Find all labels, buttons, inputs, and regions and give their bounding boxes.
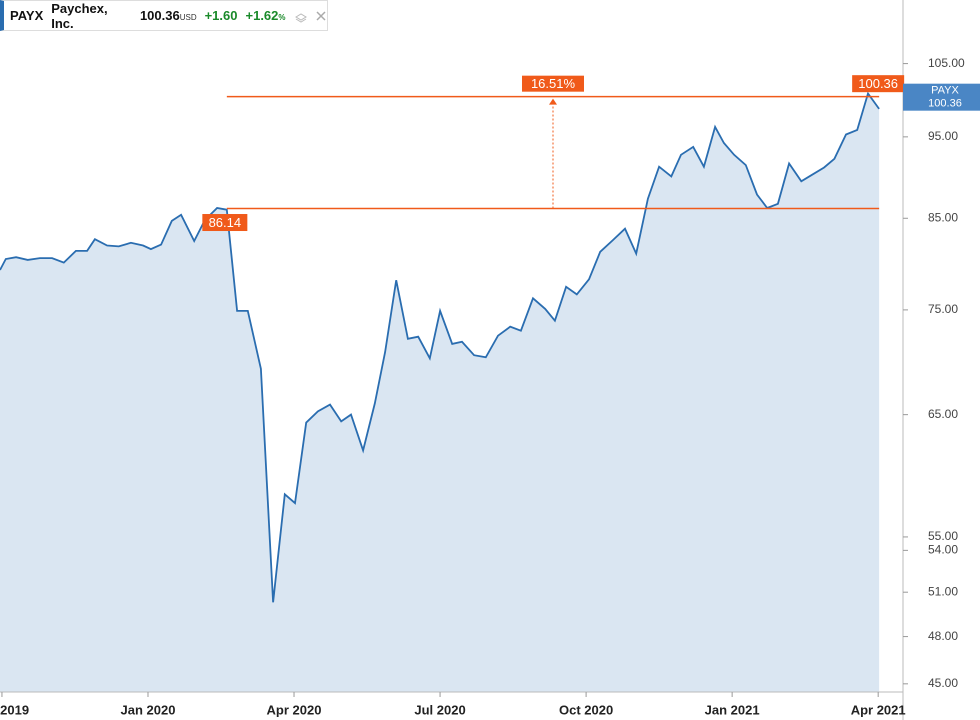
y-tick-label: 65.00 (928, 407, 958, 421)
x-tick-label: Jan 2021 (705, 702, 760, 717)
measure-end-label-box (852, 75, 905, 93)
measure-start-label: 86.14 (209, 215, 242, 230)
y-tick-label: 75.00 (928, 302, 958, 316)
price-tag-price: 100.36 (928, 98, 962, 110)
x-tick-label: Jan 2020 (121, 702, 176, 717)
layers-icon[interactable] (294, 9, 308, 23)
symbol: PAYX (10, 8, 44, 23)
y-tick-label: 55.00 (928, 529, 958, 543)
change-pct-box: +1.62% (246, 8, 286, 23)
x-tick-label: Apr 2020 (267, 702, 322, 717)
measure-end-label: 100.36 (858, 76, 898, 91)
y-tick-label: 105.00 (928, 56, 965, 70)
x-tick-label: Oct 2019 (0, 702, 29, 717)
price-line (0, 91, 880, 603)
arrow-head (548, 98, 557, 105)
price: 100.36 (139, 8, 180, 23)
y-tick-label: 48.00 (928, 629, 958, 643)
y-tick-label: 54.00 (928, 543, 958, 557)
y-tick-label: 51.00 (928, 584, 958, 598)
measure-change: 16.51% (531, 76, 576, 91)
quote-header: PAYX Paychex, Inc. 100.36USD +1.60 +1.62… (0, 0, 328, 31)
area-fill (0, 93, 880, 692)
x-tick-label: Jul 2020 (414, 702, 465, 717)
price-tag-box (903, 83, 980, 111)
close-icon[interactable] (315, 10, 327, 22)
y-tick-label: 95.00 (928, 129, 958, 143)
x-tick-label: Oct 2020 (559, 702, 613, 717)
price-box: 100.36USD (140, 8, 197, 23)
y-tick-label: 85.00 (928, 210, 958, 224)
currency: USD (179, 13, 197, 22)
change: +1.60 (204, 8, 238, 23)
measure-start-label-box (202, 214, 248, 232)
measure-change-box (521, 75, 584, 92)
change-pct: +1.62 (245, 8, 279, 23)
company-name: Paychex, Inc. (51, 0, 108, 31)
x-tick-label: Apr 2021 (851, 702, 906, 717)
y-tick-label: 115.00 (928, 0, 964, 3)
price-tag-symbol: PAYX (931, 85, 959, 97)
pct-unit: % (278, 13, 286, 22)
y-tick-label: 45.00 (928, 676, 958, 690)
